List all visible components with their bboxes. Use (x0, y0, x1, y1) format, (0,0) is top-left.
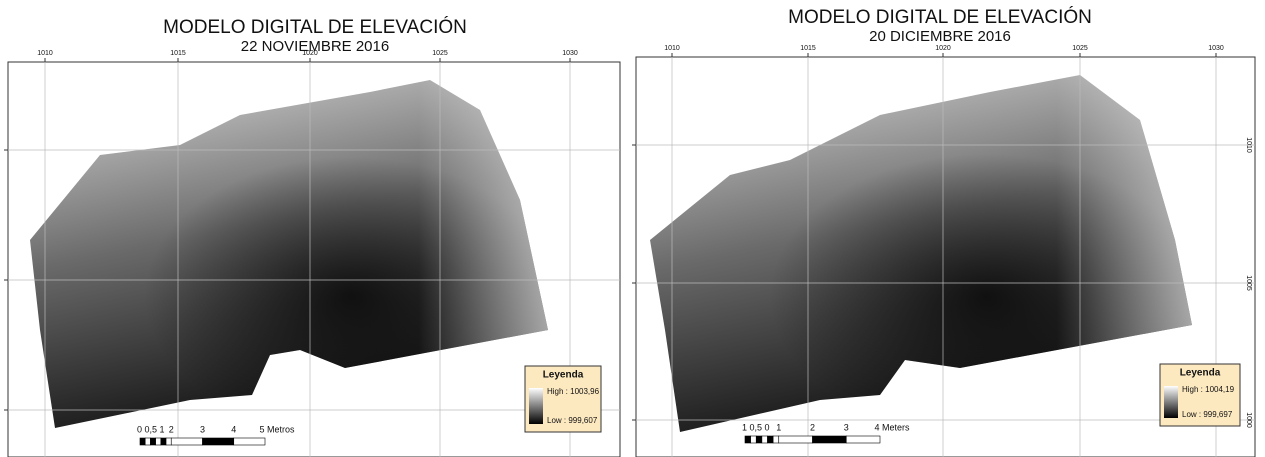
top-tick-label: 1010 (664, 45, 680, 52)
legend-high: High : 1004,19 (1182, 385, 1235, 394)
side-tick-label: 1010 (1245, 137, 1252, 153)
side-tick-label: 1000 (1245, 412, 1252, 428)
scale-segment (751, 436, 757, 443)
scale-segment (773, 436, 779, 443)
scale-segment (779, 436, 813, 443)
scale-segment (745, 436, 751, 443)
top-tick-label: 1010 (37, 50, 53, 57)
scale-segment (156, 438, 161, 445)
top-tick-label: 1020 (935, 45, 951, 52)
scale-segment (166, 438, 171, 445)
map-subtitle: 20 DICIEMBRE 2016 (869, 28, 1011, 45)
scale-segment (140, 438, 145, 445)
top-tick-label: 1030 (562, 50, 578, 57)
scale-segment (161, 438, 166, 445)
scale-label: 4 Meters (874, 422, 910, 432)
scale-label: 2 (810, 422, 815, 432)
side-tick-label: 1005 (1245, 275, 1252, 291)
scale-segment (762, 436, 768, 443)
scale-label: 2 (169, 424, 174, 434)
scale-label: 3 (200, 424, 205, 434)
scale-segment (203, 438, 234, 445)
scale-segment (150, 438, 155, 445)
scale-segment (145, 438, 150, 445)
legend-low: Low : 999,697 (1182, 410, 1233, 419)
legend-ramp (529, 388, 543, 424)
top-tick-label: 1015 (800, 45, 816, 52)
legend-ramp (1164, 386, 1178, 418)
map-title: MODELO DIGITAL DE ELEVACIÓN (788, 6, 1092, 28)
scale-segment (171, 438, 202, 445)
map-figure: MODELO DIGITAL DE ELEVACIÓN22 NOVIEMBRE … (0, 0, 1265, 457)
scale-label: 0 0,5 1 (137, 424, 165, 434)
scale-label: 3 (844, 422, 849, 432)
top-tick-label: 1025 (1072, 45, 1088, 52)
top-tick-label: 1020 (302, 50, 318, 57)
scale-segment (768, 436, 774, 443)
scale-segment (756, 436, 762, 443)
legend-title: Leyenda (1180, 368, 1221, 379)
scale-segment (846, 436, 880, 443)
scale-label: 1 0,5 0 (742, 422, 770, 432)
legend-low: Low : 999,607 (547, 416, 598, 425)
top-tick-label: 1025 (432, 50, 448, 57)
scale-segment (813, 436, 847, 443)
scale-segment (234, 438, 265, 445)
map-title: MODELO DIGITAL DE ELEVACIÓN (163, 16, 467, 38)
scale-label: 1 (776, 422, 781, 432)
top-tick-label: 1015 (170, 50, 186, 57)
scale-label: 4 (231, 424, 236, 434)
legend-high: High : 1003,96 (547, 387, 600, 396)
top-tick-label: 1030 (1208, 45, 1224, 52)
scale-label: 5 Metros (259, 424, 295, 434)
legend-title: Leyenda (543, 370, 584, 381)
